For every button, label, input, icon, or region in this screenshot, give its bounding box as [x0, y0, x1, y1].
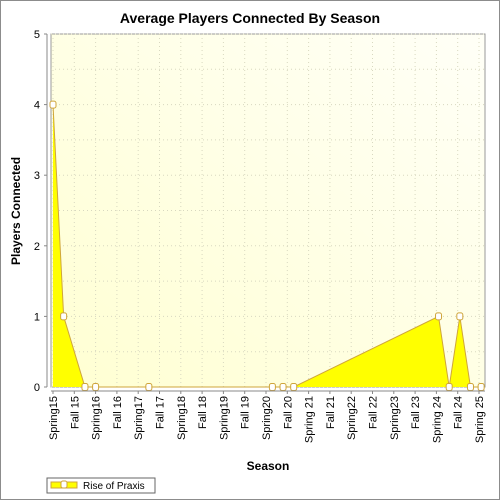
x-axis: Spring15 Fall 15 Spring16 Fall 16 Spring17 Fa…: [48, 390, 486, 443]
x-tick-label: Fall 21: [325, 396, 337, 429]
data-point: [445, 383, 453, 391]
chart-title: Average Players Connected By Season: [120, 10, 380, 26]
y-tick-label: 5: [34, 29, 40, 41]
data-point: [435, 312, 443, 321]
x-tick-label: Fall 16: [112, 396, 124, 429]
data-point: [145, 383, 153, 391]
y-tick-label: 3: [34, 170, 40, 182]
data-point: [456, 312, 464, 321]
x-tick-label: Fall 22: [368, 396, 380, 429]
x-tick-label: Fall 23: [410, 396, 422, 429]
data-point: [466, 383, 474, 391]
x-tick-label: Spring20: [261, 396, 273, 440]
x-tick-label: Spring 24: [431, 396, 443, 443]
data-point: [92, 383, 100, 391]
data-point: [279, 383, 287, 391]
x-tick-label: Fall 20: [282, 396, 294, 429]
y-tick-label: 4: [34, 100, 40, 112]
x-tick-label: Spring16: [91, 396, 103, 440]
x-tick-label: Fall 24: [453, 396, 465, 429]
x-tick-label: Fall 17: [155, 396, 167, 429]
y-tick-label: 2: [34, 241, 40, 253]
y-tick-label: 0: [34, 382, 40, 394]
x-tick-label: Spring23: [389, 396, 401, 440]
x-tick-label: Fall 19: [240, 396, 252, 429]
y-tick-label: 1: [34, 311, 40, 323]
legend-marker: [60, 480, 68, 489]
x-tick-label: Spring 25: [474, 396, 486, 443]
x-tick-label: Fall 18: [197, 396, 209, 429]
x-tick-label: Spring15: [48, 396, 60, 440]
data-point: [268, 383, 276, 391]
x-tick-label: Fall 15: [69, 396, 81, 429]
x-tick-label: Spring19: [218, 396, 230, 440]
x-tick-label: Spring18: [176, 396, 188, 440]
data-point: [81, 383, 89, 391]
y-axis-label: Players Connected: [9, 157, 23, 265]
x-tick-label: Spring22: [346, 396, 358, 440]
legend: Rise of Praxis: [46, 477, 156, 494]
x-tick-label: Spring 21: [304, 396, 316, 443]
legend-series-name: Rise of Praxis: [83, 481, 145, 492]
data-point: [60, 312, 68, 321]
data-point: [477, 383, 485, 391]
x-tick-label: Spring17: [133, 396, 145, 440]
y-axis: 0 1 2 3 4 5: [34, 29, 48, 394]
x-axis-label: Season: [247, 459, 290, 473]
data-point: [49, 100, 57, 109]
data-point: [290, 383, 298, 391]
series-area: [53, 104, 482, 387]
